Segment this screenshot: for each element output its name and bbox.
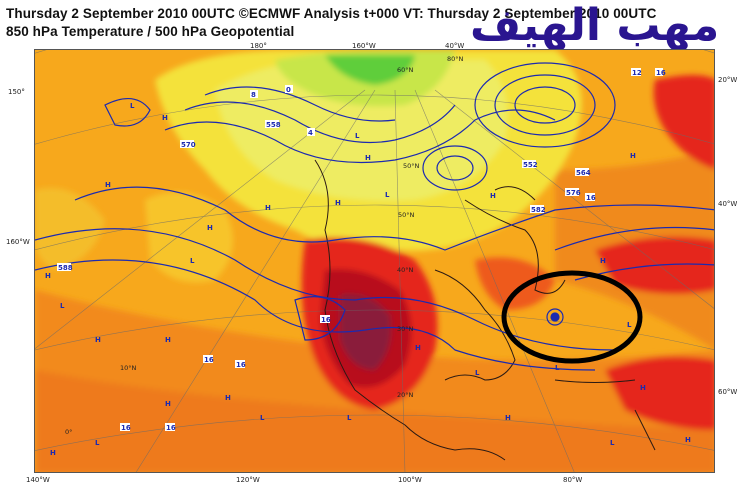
low-marker: L (610, 439, 615, 447)
lon-label-right-mid: 40°W (718, 200, 738, 208)
contour-label-0: 0 (286, 86, 291, 94)
cold-air-green (325, 55, 415, 85)
contour-label-16e: 16 (236, 361, 246, 369)
contour-label-552: 552 (523, 161, 538, 169)
contour-label-576: 576 (566, 189, 581, 197)
lat-label-50b: 50°N (398, 211, 415, 219)
graticule (35, 50, 714, 472)
contour-label-16c: 16 (121, 424, 131, 432)
contour-label-4: 4 (308, 129, 313, 137)
high-marker: H (45, 272, 51, 280)
low-marker: L (355, 132, 360, 140)
lon-label-bottom-1: 140°W (26, 476, 50, 484)
contour-label-16d: 16 (166, 424, 176, 432)
high-marker: H (207, 224, 213, 232)
low-marker: L (385, 191, 390, 199)
high-marker: H (165, 336, 171, 344)
contour-label-588: 588 (58, 264, 73, 272)
high-marker: H (600, 257, 606, 265)
lat-label-60: 60°N (397, 66, 414, 74)
contour-label-564: 564 (576, 169, 591, 177)
heat-patch-caribbean (605, 356, 714, 430)
contour-label-16a: 16 (586, 194, 596, 202)
lon-label-right-low: 60°W (718, 388, 738, 396)
lon-label-top-1: 180° (250, 42, 267, 50)
high-marker: H (335, 199, 341, 207)
high-marker: H (225, 394, 231, 402)
contour-label-16g: 16 (656, 69, 666, 77)
high-marker: H (50, 449, 56, 457)
heat-dome-center (340, 294, 391, 370)
high-marker: H (365, 154, 371, 162)
low-marker: L (95, 439, 100, 447)
lon-label-top-2: 160°W (352, 42, 376, 50)
contour-label-16b: 16 (204, 356, 214, 364)
high-marker: H (105, 181, 111, 189)
lon-label-bottom-3: 100°W (398, 476, 422, 484)
lon-label-bottom-2: 120°W (236, 476, 260, 484)
watermark-text: مهب الهيف (470, 0, 720, 51)
low-marker: L (190, 257, 195, 265)
lat-label-30: 30°N (397, 325, 414, 333)
high-marker: H (165, 400, 171, 408)
high-marker: H (95, 336, 101, 344)
cold-air-core (215, 60, 508, 201)
high-marker: H (685, 436, 691, 444)
high-marker: H (490, 192, 496, 200)
contour-label-582: 582 (531, 206, 546, 214)
highlight-ring (501, 270, 643, 364)
lon-label-left-top: 150° (8, 88, 25, 96)
contour-label-8: 8 (251, 91, 256, 99)
map-title: Thursday 2 September 2010 00UTC ©ECMWF A… (6, 6, 657, 21)
lat-label-10: 10°N (120, 364, 137, 372)
low-marker: L (475, 369, 480, 377)
heat-patch-northeast (653, 75, 714, 170)
warm-patch-west (145, 192, 233, 283)
contour-label-570: 570 (181, 141, 196, 149)
low-marker: L (260, 414, 265, 422)
low-marker: L (627, 321, 632, 329)
lon-label-left-mid: 160°W (6, 238, 30, 246)
high-marker: H (415, 344, 421, 352)
lat-label-50a: 50°N (403, 162, 420, 170)
lat-label-0: 0° (65, 428, 72, 436)
lat-label-20: 20°N (397, 391, 414, 399)
high-marker: H (640, 384, 646, 392)
lat-label-40: 40°N (397, 266, 414, 274)
high-marker: H (265, 204, 271, 212)
high-marker: H (630, 152, 636, 160)
heat-patch-southeast (475, 257, 555, 310)
coastlines (314, 159, 656, 461)
lat-label-80: 80°N (447, 55, 464, 63)
geopotential-contours (35, 62, 714, 371)
low-marker: L (347, 414, 352, 422)
lon-label-bottom-4: 80°W (563, 476, 583, 484)
temperature-band-equatorial (35, 370, 714, 472)
weather-map: 552 564 588 576 582 570 558 16 16 16 16 … (34, 49, 715, 473)
high-marker: H (162, 114, 168, 122)
high-marker: H (505, 414, 511, 422)
map-subtitle: 850 hPa Temperature / 500 hPa Geopotenti… (6, 24, 295, 39)
warm-patch-far-west (35, 188, 105, 270)
contour-label-16f: 16 (321, 316, 331, 324)
low-marker: L (130, 102, 135, 110)
low-marker: L (60, 302, 65, 310)
lon-label-right-top: 20°W (718, 76, 738, 84)
contour-label-12: 12 (632, 69, 642, 77)
lon-label-top-3: 40°W (445, 42, 465, 50)
weather-map-canvas: 552 564 588 576 582 570 558 16 16 16 16 … (35, 50, 714, 472)
low-marker: L (555, 364, 560, 372)
contour-label-558: 558 (266, 121, 281, 129)
